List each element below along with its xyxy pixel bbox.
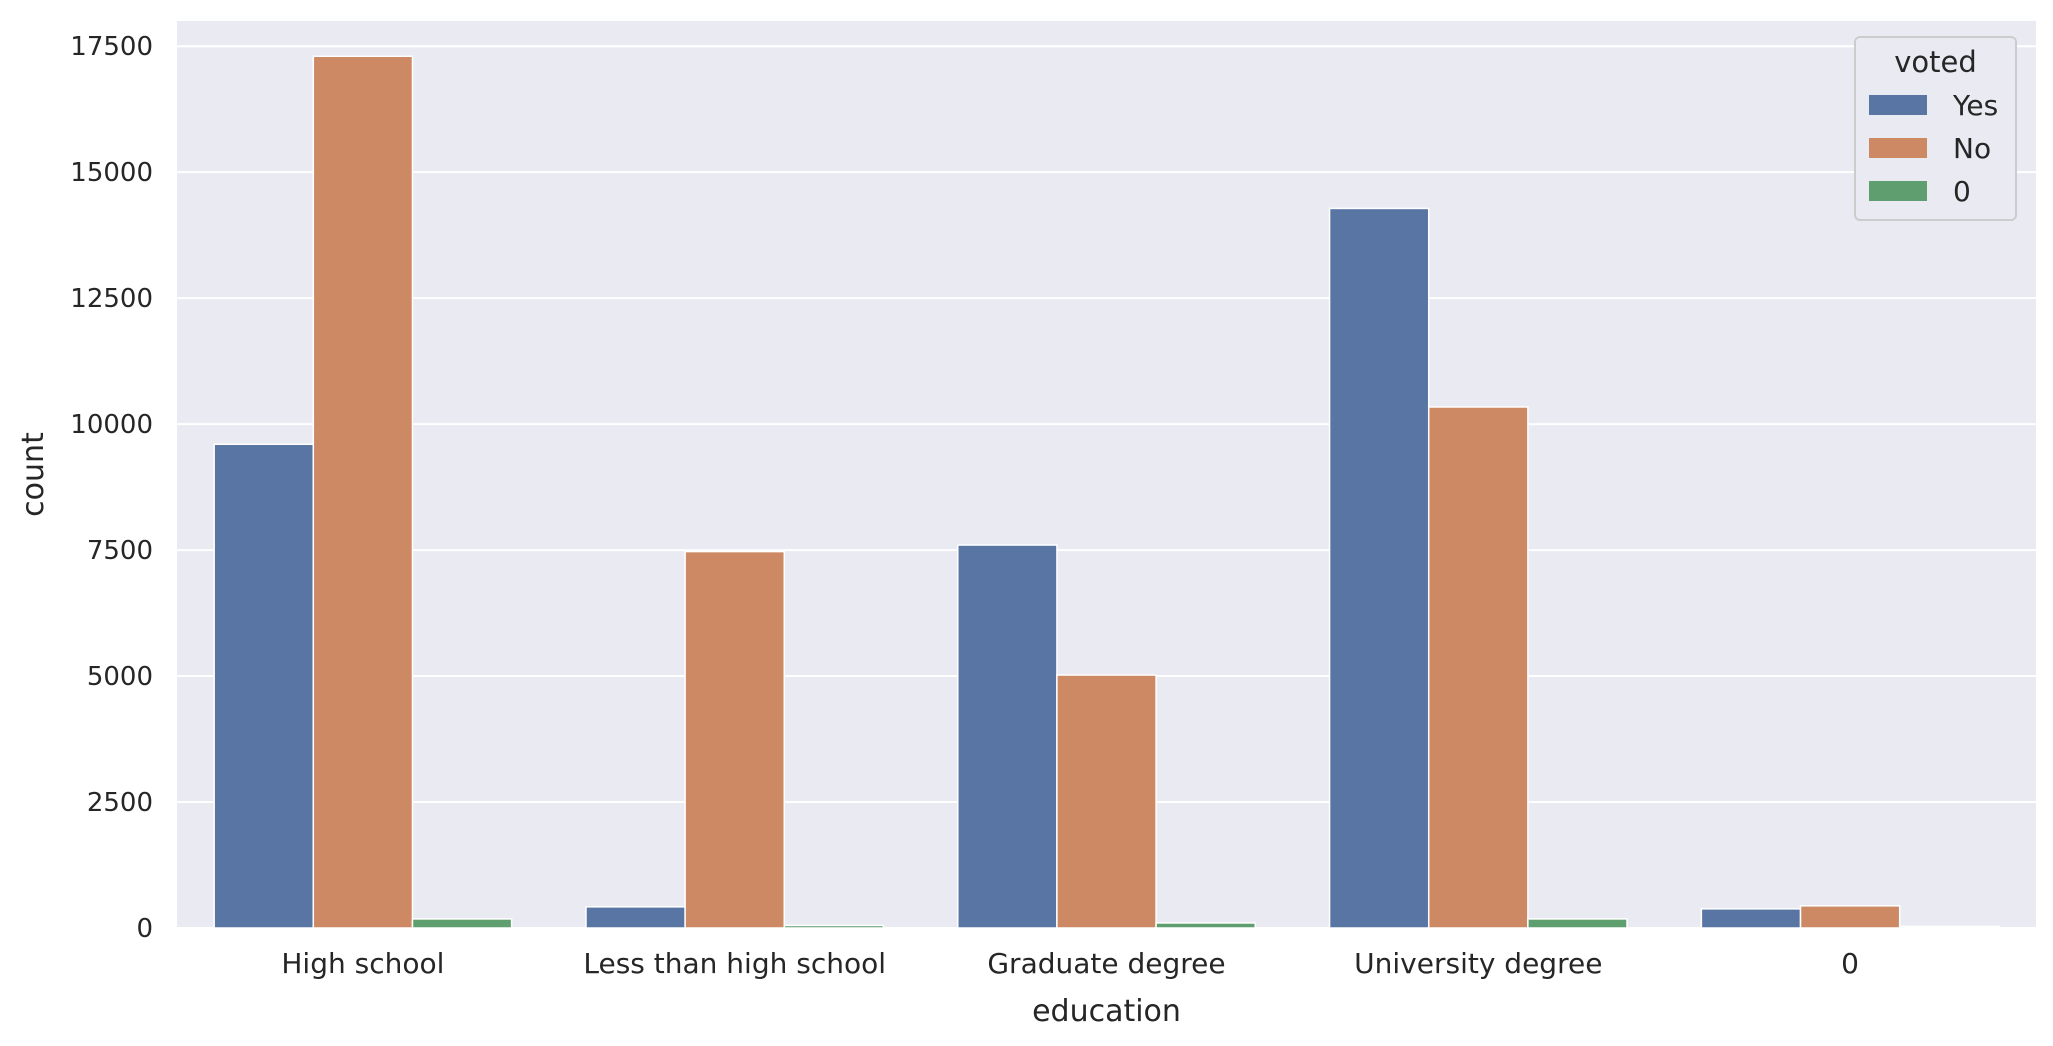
legend-swatch-no: [1869, 138, 1927, 158]
bar-graduate-degree-yes: [957, 544, 1058, 929]
bar-0-no: [1799, 905, 1901, 929]
bar-0-yes: [1700, 908, 1802, 929]
bars: [213, 55, 2000, 929]
legend-label: 0: [1953, 175, 1971, 208]
bar-0-0: [1898, 925, 2000, 929]
legend-items: Yes No 0: [1869, 89, 1998, 208]
y-tick-label: 17500: [70, 32, 153, 62]
x-tick-label: High school: [281, 947, 444, 980]
x-tick-label: University degree: [1354, 947, 1602, 980]
y-tick-label: 10000: [70, 410, 153, 440]
x-tick-label: 0: [1841, 947, 1859, 980]
legend-swatch-0: [1869, 181, 1927, 201]
legend-label: Yes: [1952, 89, 1998, 122]
bar-less-than-high-school-yes: [585, 906, 686, 929]
y-tick-label: 5000: [87, 662, 153, 692]
y-tick-label: 0: [136, 914, 153, 944]
x-tick-label: Less than high school: [583, 947, 886, 980]
legend-title: voted: [1894, 45, 1977, 79]
y-axis-ticks: 0 2500 5000 7500 10000 12500 15000 17500: [70, 32, 153, 944]
x-tick-label: Graduate degree: [987, 947, 1225, 980]
y-tick-label: 7500: [87, 536, 153, 566]
bar-university-degree-yes: [1328, 207, 1430, 929]
legend: voted Yes No 0: [1854, 36, 2017, 221]
bar-university-degree-0: [1527, 918, 1628, 929]
legend-swatch-yes: [1869, 95, 1927, 115]
bar-less-than-high-school-0: [783, 924, 885, 929]
bar-high-school-0: [411, 918, 513, 929]
y-tick-label: 12500: [70, 284, 153, 314]
bar-graduate-degree-no: [1056, 674, 1157, 929]
legend-frame: [1854, 36, 2017, 221]
bar-high-school-yes: [213, 443, 315, 929]
y-axis-label: count: [16, 432, 51, 517]
bar-graduate-degree-0: [1155, 922, 1256, 929]
bar-university-degree-no: [1427, 406, 1529, 929]
y-tick-label: 15000: [70, 158, 153, 188]
x-axis-ticks: High school Less than high school Graduate…: [281, 947, 1859, 980]
bar-high-school-no: [312, 55, 414, 929]
bar-less-than-high-school-no: [684, 550, 786, 929]
y-tick-label: 2500: [87, 788, 153, 818]
legend-label: No: [1953, 132, 1991, 165]
x-axis-label: education: [1032, 994, 1181, 1029]
